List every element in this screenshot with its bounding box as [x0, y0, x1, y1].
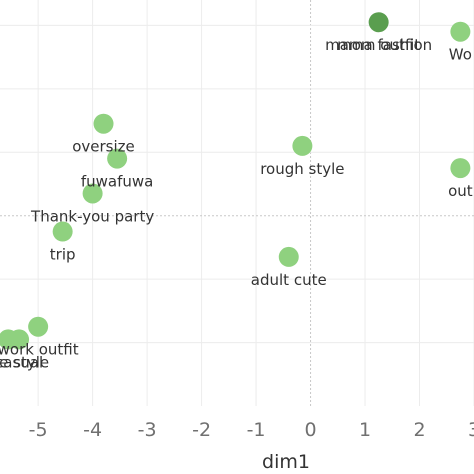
data-point	[292, 135, 313, 156]
grid	[0, 0, 474, 406]
x-tick-label: -4	[83, 419, 102, 441]
point-label: office style	[0, 353, 49, 371]
point-label: fuwafuwa	[81, 173, 154, 191]
point-label: mom outfit	[337, 36, 420, 54]
x-axis-label: dim1	[262, 451, 310, 473]
point-label: mama fashion	[325, 36, 432, 54]
data-point	[450, 21, 471, 42]
point-label: trip	[50, 246, 76, 264]
data-point	[52, 221, 73, 242]
data-point	[93, 113, 114, 134]
data-point	[0, 329, 19, 350]
point-label: out	[448, 182, 473, 200]
point-label: adult cute	[251, 271, 327, 289]
point-label: oversize	[72, 138, 135, 156]
data-point	[107, 148, 128, 169]
point-label: work outfit	[0, 341, 79, 359]
x-tick-label: -3	[138, 419, 157, 441]
x-axis-ticks: -5 -4 -3 -2 -1 0 1 2 3	[29, 419, 474, 441]
x-tick-label: -5	[29, 419, 48, 441]
x-tick-label: 0	[305, 419, 317, 441]
data-point	[278, 246, 299, 267]
point-label: rough style	[260, 160, 344, 178]
x-tick-label: -2	[192, 419, 211, 441]
point-label: Wo	[449, 46, 472, 64]
x-tick-label: 1	[359, 419, 371, 441]
x-tick-label: 3	[468, 419, 474, 441]
x-tick-label: 2	[413, 419, 425, 441]
data-points	[0, 12, 471, 350]
data-point	[450, 158, 471, 179]
data-point	[368, 12, 389, 33]
point-label: Thank-you party	[30, 207, 154, 225]
x-tick-label: -1	[247, 419, 266, 441]
data-point	[28, 316, 49, 337]
data-point	[82, 183, 103, 204]
point-label: casual	[0, 353, 43, 371]
